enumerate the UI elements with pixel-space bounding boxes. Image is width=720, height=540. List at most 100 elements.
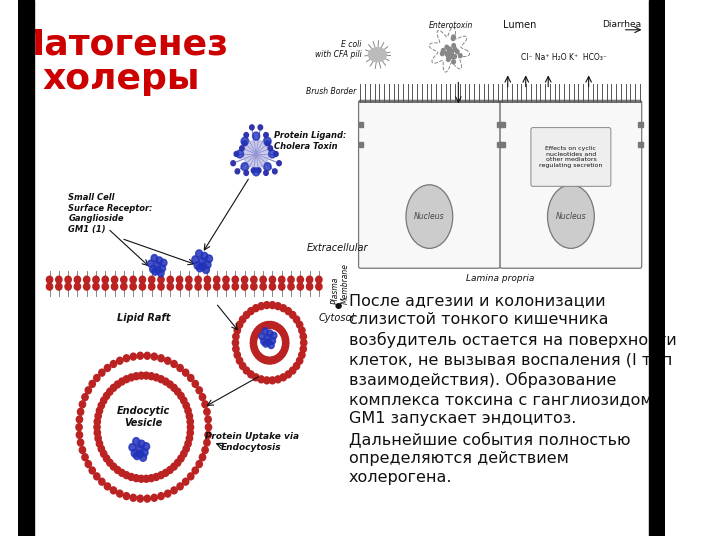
Circle shape — [182, 369, 189, 376]
Circle shape — [112, 283, 117, 290]
Circle shape — [262, 328, 268, 334]
Circle shape — [251, 336, 257, 343]
Circle shape — [266, 339, 271, 346]
Circle shape — [279, 350, 286, 357]
Text: холеры: холеры — [42, 62, 200, 96]
Circle shape — [253, 132, 260, 140]
Circle shape — [232, 276, 238, 283]
Circle shape — [251, 345, 258, 352]
Circle shape — [96, 407, 103, 414]
Text: E coli
with CFA pili: E coli with CFA pili — [315, 40, 361, 59]
Text: Small Cell
Surface Receptor:
Ganglioside
GM1 (1): Small Cell Surface Receptor: Ganglioside… — [68, 193, 153, 234]
Circle shape — [266, 141, 270, 146]
Circle shape — [274, 152, 278, 157]
Circle shape — [104, 364, 111, 372]
Circle shape — [260, 356, 266, 362]
Circle shape — [104, 483, 111, 490]
Circle shape — [167, 276, 174, 283]
Circle shape — [253, 350, 260, 357]
Circle shape — [285, 371, 292, 378]
Circle shape — [155, 266, 161, 274]
Circle shape — [110, 487, 117, 494]
Circle shape — [449, 60, 453, 64]
Circle shape — [161, 259, 167, 266]
Circle shape — [185, 407, 192, 414]
Circle shape — [130, 494, 137, 501]
Circle shape — [133, 373, 140, 380]
Circle shape — [150, 266, 156, 273]
Circle shape — [158, 269, 164, 277]
Circle shape — [138, 372, 145, 379]
Circle shape — [251, 339, 256, 346]
Circle shape — [158, 276, 164, 283]
Text: Nucleus: Nucleus — [556, 212, 586, 221]
Circle shape — [264, 163, 271, 171]
Circle shape — [232, 283, 238, 290]
Circle shape — [128, 474, 135, 481]
FancyBboxPatch shape — [531, 127, 611, 186]
Circle shape — [459, 46, 462, 50]
Circle shape — [165, 357, 171, 364]
Circle shape — [297, 357, 303, 364]
Circle shape — [446, 54, 450, 58]
Circle shape — [451, 50, 455, 54]
Circle shape — [148, 283, 155, 290]
Circle shape — [186, 276, 192, 283]
Circle shape — [234, 327, 240, 334]
Circle shape — [167, 283, 174, 290]
Circle shape — [253, 374, 259, 381]
Circle shape — [188, 473, 194, 480]
Bar — [649, 0, 665, 536]
Circle shape — [264, 302, 270, 308]
Circle shape — [235, 169, 240, 174]
Circle shape — [143, 475, 150, 482]
Text: Nucleus: Nucleus — [414, 212, 445, 221]
Circle shape — [288, 283, 294, 290]
Circle shape — [261, 338, 267, 345]
Circle shape — [280, 374, 287, 381]
Circle shape — [148, 475, 155, 482]
Circle shape — [138, 475, 145, 482]
Circle shape — [251, 342, 257, 349]
Circle shape — [280, 305, 287, 312]
Circle shape — [156, 257, 163, 264]
FancyBboxPatch shape — [359, 100, 500, 268]
Circle shape — [143, 372, 150, 379]
Circle shape — [205, 424, 212, 431]
Circle shape — [236, 321, 243, 328]
Circle shape — [264, 171, 269, 176]
Circle shape — [204, 439, 210, 446]
Circle shape — [94, 418, 101, 425]
Text: Патогенез: Патогенез — [14, 28, 228, 62]
Circle shape — [204, 283, 210, 290]
Circle shape — [258, 354, 264, 361]
Circle shape — [268, 357, 274, 364]
Circle shape — [199, 258, 206, 265]
Circle shape — [114, 467, 121, 474]
Circle shape — [264, 377, 270, 384]
Circle shape — [260, 276, 266, 283]
Circle shape — [268, 321, 274, 328]
Circle shape — [65, 283, 71, 290]
Text: Protein Uptake via
Endocytosis: Protein Uptake via Endocytosis — [204, 433, 299, 452]
Circle shape — [293, 362, 300, 369]
Circle shape — [449, 45, 453, 49]
Circle shape — [55, 276, 62, 283]
Circle shape — [241, 163, 248, 171]
Circle shape — [240, 146, 244, 151]
Circle shape — [171, 361, 177, 367]
Circle shape — [288, 276, 294, 283]
Circle shape — [192, 380, 199, 387]
Circle shape — [205, 416, 211, 423]
Circle shape — [78, 439, 84, 446]
Circle shape — [136, 446, 143, 453]
Circle shape — [139, 283, 145, 290]
Bar — [18, 0, 34, 536]
Circle shape — [82, 394, 88, 401]
Circle shape — [273, 356, 279, 362]
Circle shape — [158, 376, 164, 383]
Circle shape — [214, 283, 220, 290]
Circle shape — [297, 321, 303, 328]
Circle shape — [285, 308, 292, 315]
Circle shape — [206, 255, 212, 262]
